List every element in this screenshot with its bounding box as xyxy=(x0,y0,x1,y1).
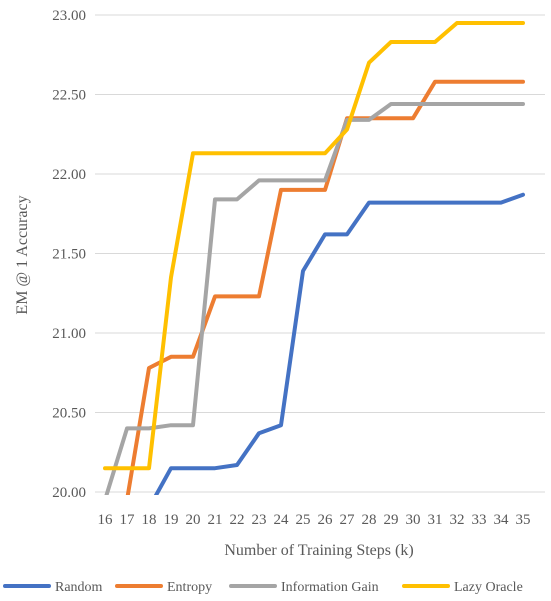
x-tick-label: 35 xyxy=(516,512,531,528)
x-tick-label: 18 xyxy=(142,512,157,528)
x-tick-label: 29 xyxy=(384,512,399,528)
x-tick-label: 25 xyxy=(296,512,311,528)
y-tick-label: 21.50 xyxy=(52,247,86,263)
x-tick-label: 34 xyxy=(494,512,510,528)
legend-label-information-gain: Information Gain xyxy=(281,580,379,595)
legend-label-entropy: Entropy xyxy=(167,580,212,595)
x-tick-label: 27 xyxy=(340,512,356,528)
series-line-information-gain xyxy=(104,102,525,495)
x-tick-label: 21 xyxy=(208,512,223,528)
y-tick-label: 22.50 xyxy=(52,88,86,104)
series-line-random xyxy=(153,192,525,495)
x-tick-label: 23 xyxy=(252,512,267,528)
x-tick-label: 20 xyxy=(186,512,201,528)
y-tick-label: 20.50 xyxy=(52,406,86,422)
y-tick-label: 20.00 xyxy=(52,485,86,501)
y-axis-tick-labels: 20.00 20.50 21.00 21.50 22.00 22.50 23.00 xyxy=(52,8,86,501)
x-tick-label: 22 xyxy=(230,512,245,528)
x-tick-label: 19 xyxy=(164,512,179,528)
x-tick-label: 17 xyxy=(120,512,136,528)
x-axis-title: Number of Training Steps (k) xyxy=(224,542,413,559)
series-line-lazy-oracle xyxy=(103,21,525,471)
x-tick-label: 28 xyxy=(362,512,377,528)
y-tick-label: 23.00 xyxy=(52,8,86,24)
series-lines xyxy=(103,21,525,495)
legend: Random Entropy Information Gain Lazy Oracle xyxy=(3,580,523,595)
x-tick-label: 31 xyxy=(428,512,443,528)
x-tick-label: 32 xyxy=(450,512,465,528)
legend-label-lazy-oracle: Lazy Oracle xyxy=(454,580,523,595)
x-tick-label: 30 xyxy=(406,512,421,528)
x-axis-tick-labels: 16 17 18 19 20 21 22 23 24 25 26 27 28 29 30 31 32 33 34 35 xyxy=(98,512,531,528)
y-axis-title: EM @ 1 Accuracy xyxy=(14,195,31,314)
x-tick-label: 26 xyxy=(318,512,334,528)
series-line-entropy xyxy=(125,79,525,495)
y-tick-label: 22.00 xyxy=(52,167,86,183)
x-tick-label: 33 xyxy=(472,512,487,528)
x-tick-label: 16 xyxy=(98,512,114,528)
legend-label-random: Random xyxy=(55,580,103,595)
x-tick-label: 24 xyxy=(274,512,290,528)
gridlines xyxy=(95,14,545,493)
y-tick-label: 21.00 xyxy=(52,326,86,342)
